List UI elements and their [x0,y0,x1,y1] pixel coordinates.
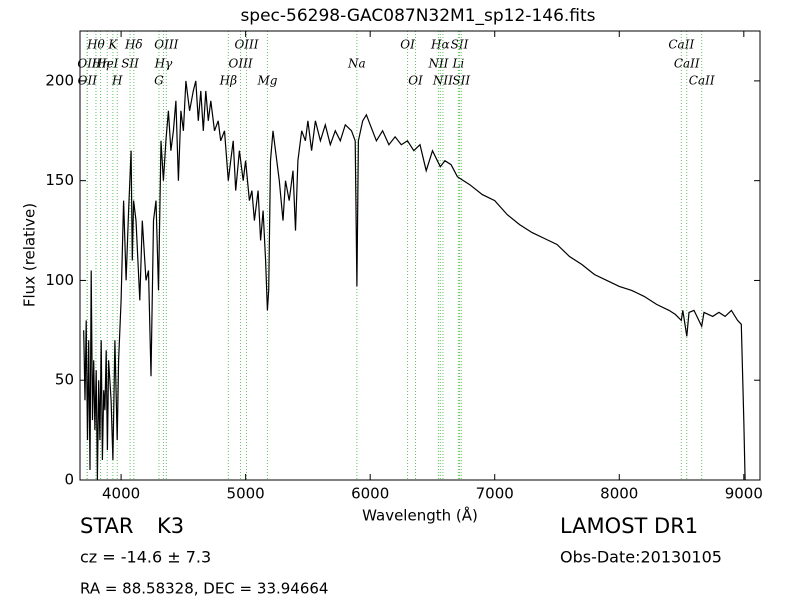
spectral-line-label: OI [400,38,415,52]
redshift: cz = -14.6 ± 7.3 [80,548,211,567]
spectral-line-label: OII [78,74,98,88]
chart-title: spec-56298-GAC087N32M1_sp12-146.fits [240,6,595,26]
y-axis-label: Flux (relative) [21,203,39,307]
x-tick-label: 9000 [725,485,763,503]
spectral-line-label: Hβ [219,74,237,88]
spectral-line-label: Hη [91,57,110,71]
spectral-line-label: Hγ [154,57,173,71]
spectral-line-label: Li [451,57,464,71]
x-tick-label: 5000 [227,485,265,503]
object-class: STAR [80,514,133,538]
spectral-line-label: CaII [668,38,694,52]
survey: LAMOST DR1 [560,514,698,538]
spectral-line-label: OIII [234,38,258,52]
spectral-line-label: SII [452,74,470,88]
spectral-line-label: OI [408,74,423,88]
spectral-line-label: HeI [95,57,119,71]
y-tick-label: 100 [45,271,74,289]
coordinates: RA = 88.58328, DEC = 33.94664 [80,580,328,598]
spectral-line-label: G [154,74,164,88]
spectral-line-label: Hα [430,38,450,52]
spectral-line-label: OIII [154,38,178,52]
y-tick-label: 150 [45,171,74,189]
spectral-line-label: CaII [674,57,700,71]
spectral-line-label: NII [427,57,448,71]
x-tick-label: 7000 [476,485,514,503]
x-tick-label: 4000 [102,485,140,503]
spectral-line-label: NII [432,74,453,88]
spectral-line-label: H [111,74,123,88]
spectral-line-label: Hδ [124,38,143,52]
subclass: K3 [157,514,184,538]
plot-frame [79,30,761,481]
spectral-line-label: OII [77,57,97,71]
y-tick-label: 200 [45,71,74,89]
x-tick-label: 6000 [351,485,389,503]
spectral-line-label: Hθ [86,38,105,52]
spectral-line-label: CaII [689,74,715,88]
spectral-line-label: K [107,38,118,52]
spectral-line-label: SII [451,38,469,52]
spectrum [83,80,746,481]
spectral-line-label: SII [121,57,139,71]
y-tick-label: 0 [64,471,74,489]
spectral-line-label: Mg [256,74,277,88]
x-axis-label: Wavelength (Å) [362,506,478,525]
y-tick-label: 50 [55,371,74,389]
spectral-line-label: Na [347,57,366,71]
spectral-line-label: OIII [229,57,253,71]
obs-date: Obs-Date:20130105 [560,548,722,567]
x-tick-label: 8000 [600,485,638,503]
